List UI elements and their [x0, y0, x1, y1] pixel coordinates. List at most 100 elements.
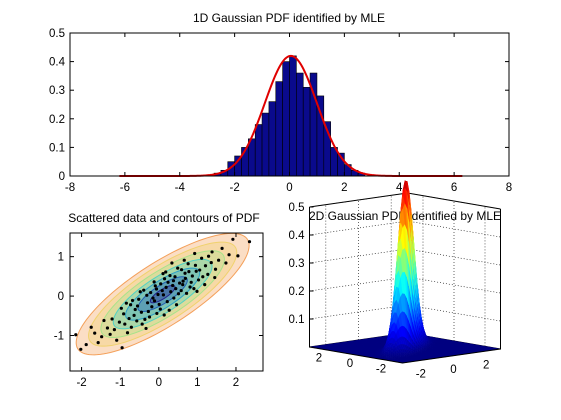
scatter-axes-box — [69, 232, 264, 372]
scatter-point — [79, 347, 83, 351]
y-tick-label: 0 — [58, 291, 64, 303]
y-tick-label: 2 — [316, 353, 322, 365]
scatter-point — [236, 254, 240, 258]
scatter-point — [192, 286, 196, 291]
scatter-point — [176, 266, 180, 270]
scatter-point — [193, 263, 198, 267]
scatter-point — [183, 271, 187, 275]
z-tick-label: 0.3 — [289, 258, 305, 270]
x-tick-label: 8 — [506, 182, 512, 194]
scatter-point — [152, 299, 157, 303]
y-tick-label: 0 — [347, 358, 353, 370]
scatter-point — [209, 260, 213, 265]
scatter-point — [194, 269, 198, 273]
scatter-ticks: -2 -1 0 1 2 -1 0 1 — [54, 233, 263, 389]
x-tick-label: -8 — [65, 182, 75, 194]
scatter-point — [105, 326, 110, 330]
scatter-point — [164, 285, 168, 290]
scatter-point — [162, 313, 166, 317]
scatter-point — [182, 258, 186, 262]
scatter-point — [171, 279, 176, 283]
y-tick-label: 0.4 — [49, 57, 66, 69]
x-tick-label: -6 — [120, 182, 130, 194]
scatter-point — [187, 270, 191, 274]
scatter-point — [203, 264, 208, 268]
scatter-point — [153, 284, 157, 288]
scatter-point — [96, 341, 100, 345]
scatter-point — [160, 288, 164, 293]
scatter-point — [247, 240, 252, 244]
scatter-point — [176, 292, 181, 296]
y-tick-label: -1 — [54, 331, 64, 343]
scatter-point — [213, 267, 218, 271]
scatter-point — [152, 280, 156, 284]
scatter-point — [137, 297, 141, 301]
scatter-point — [145, 293, 149, 297]
histogram-title: 1D Gaussian PDF identified by MLE — [193, 11, 385, 25]
scatter-point — [196, 278, 201, 282]
histogram-bar — [282, 61, 290, 177]
scatter-point — [155, 311, 159, 316]
scatter-point — [100, 335, 104, 339]
scatter-point — [174, 286, 178, 291]
scatter-point — [112, 328, 116, 332]
scatter-point — [220, 246, 224, 250]
scatter-point — [168, 273, 172, 278]
scatter-point — [201, 275, 205, 279]
x-tick-label: 6 — [451, 182, 457, 194]
scatter-point — [217, 258, 221, 262]
scatter-point — [195, 289, 199, 293]
histogram-bar — [254, 124, 263, 177]
scatter-point — [165, 300, 169, 304]
scatter-point — [198, 268, 202, 272]
y-tick-label: -2 — [376, 363, 386, 375]
scatter-point — [119, 306, 123, 310]
scatter-point — [150, 305, 154, 309]
scatter-point — [200, 256, 204, 260]
x-tick-label: 2 — [341, 182, 347, 194]
scatter-point — [142, 288, 146, 292]
scatter-point — [122, 312, 126, 316]
histogram-bar — [302, 87, 311, 177]
scatter-point — [183, 276, 188, 280]
scatter-point — [179, 268, 184, 272]
scatter-point — [151, 296, 155, 300]
x-tick-label: -1 — [115, 377, 125, 389]
scatter-point — [178, 281, 182, 285]
scatter-point — [129, 303, 133, 307]
scatter-point — [117, 320, 122, 324]
scatter-point — [146, 309, 150, 314]
y-tick-label: 0.5 — [49, 28, 65, 40]
scatter-point — [133, 307, 137, 312]
surface-subplot: 2D Gaussian PDF identified by MLE 0.10.2… — [289, 180, 501, 381]
scatter-point — [84, 342, 88, 347]
z-tick-label: 0.5 — [289, 202, 305, 214]
surface-ticks: 0.1 0.2 0.3 0.4 0.5 -2 0 2 -2 0 2 — [289, 202, 490, 381]
x-tick-label: -2 — [416, 369, 426, 381]
scatter-point — [166, 280, 170, 284]
scatter-point — [206, 272, 210, 276]
scatter-point — [135, 304, 140, 308]
scatter-point — [89, 325, 93, 329]
scatter-point — [132, 313, 136, 318]
scatter-point — [145, 301, 150, 305]
scatter-point — [174, 303, 179, 307]
scatter-point — [144, 326, 148, 331]
scatter-point — [130, 298, 135, 303]
scatter-point — [193, 251, 197, 256]
scatter-point — [149, 290, 153, 295]
y-tick-label: 1 — [58, 252, 64, 264]
x-tick-label: 2 — [483, 359, 489, 371]
y-tick-label: 0 — [59, 171, 65, 183]
scatter-point — [188, 285, 192, 289]
surface-front-edges — [309, 207, 501, 364]
scatter-point — [224, 261, 228, 265]
scatter-point — [143, 317, 147, 321]
scatter-point — [170, 261, 174, 265]
scatter-point — [173, 275, 177, 279]
scatter-point — [171, 283, 175, 288]
scatter-point — [206, 254, 211, 258]
x-tick-label: 1 — [194, 377, 200, 389]
histogram-subplot: 1D Gaussian PDF identified by MLE -8 -6 -4… — [49, 11, 512, 194]
